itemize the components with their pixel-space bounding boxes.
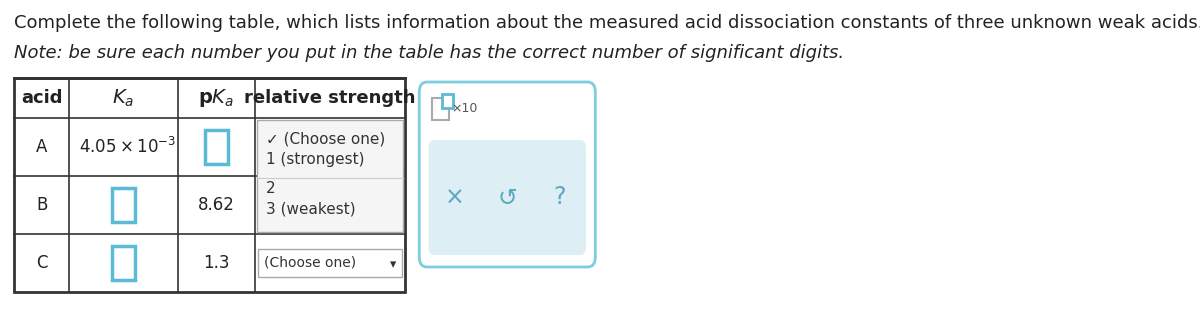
Text: ✓ (Choose one): ✓ (Choose one) — [265, 132, 385, 147]
FancyBboxPatch shape — [428, 140, 586, 255]
Text: A: A — [36, 138, 47, 156]
Bar — [257, 120, 403, 232]
Text: ?: ? — [553, 185, 566, 210]
Bar — [205, 130, 228, 164]
Text: $4.05 \times 10^{-3}$: $4.05 \times 10^{-3}$ — [79, 137, 176, 157]
Bar — [112, 188, 136, 222]
Text: C: C — [36, 254, 48, 272]
Text: $\mathbf{\it{K}}_{\mathbf{\it{a}}}$: $\mathbf{\it{K}}_{\mathbf{\it{a}}}$ — [113, 87, 134, 109]
Text: acid: acid — [20, 89, 62, 107]
Bar — [112, 246, 136, 280]
Text: (Choose one): (Choose one) — [264, 256, 356, 270]
Text: 2: 2 — [265, 181, 275, 196]
Text: Complete the following table, which lists information about the measured acid di: Complete the following table, which list… — [14, 14, 1200, 32]
Bar — [14, 78, 406, 292]
Bar — [443, 94, 454, 108]
Text: ↺: ↺ — [498, 185, 517, 210]
Text: ▾: ▾ — [390, 258, 396, 271]
Text: Note: be sure each number you put in the table has the correct number of signifi: Note: be sure each number you put in the… — [14, 44, 844, 62]
FancyBboxPatch shape — [419, 82, 595, 267]
Text: 8.62: 8.62 — [198, 196, 235, 214]
Text: B: B — [36, 196, 47, 214]
Bar — [258, 249, 402, 277]
Bar — [432, 98, 449, 120]
Text: $\mathbf{p\it{K}}_{\mathbf{\it{a}}}$: $\mathbf{p\it{K}}_{\mathbf{\it{a}}}$ — [198, 87, 234, 109]
Text: 3 (weakest): 3 (weakest) — [265, 201, 355, 216]
Text: ×10: ×10 — [451, 102, 478, 116]
Text: 1 (strongest): 1 (strongest) — [265, 152, 364, 167]
Text: 1.3: 1.3 — [203, 254, 229, 272]
Text: ×: × — [445, 185, 464, 210]
Text: relative strength: relative strength — [245, 89, 416, 107]
